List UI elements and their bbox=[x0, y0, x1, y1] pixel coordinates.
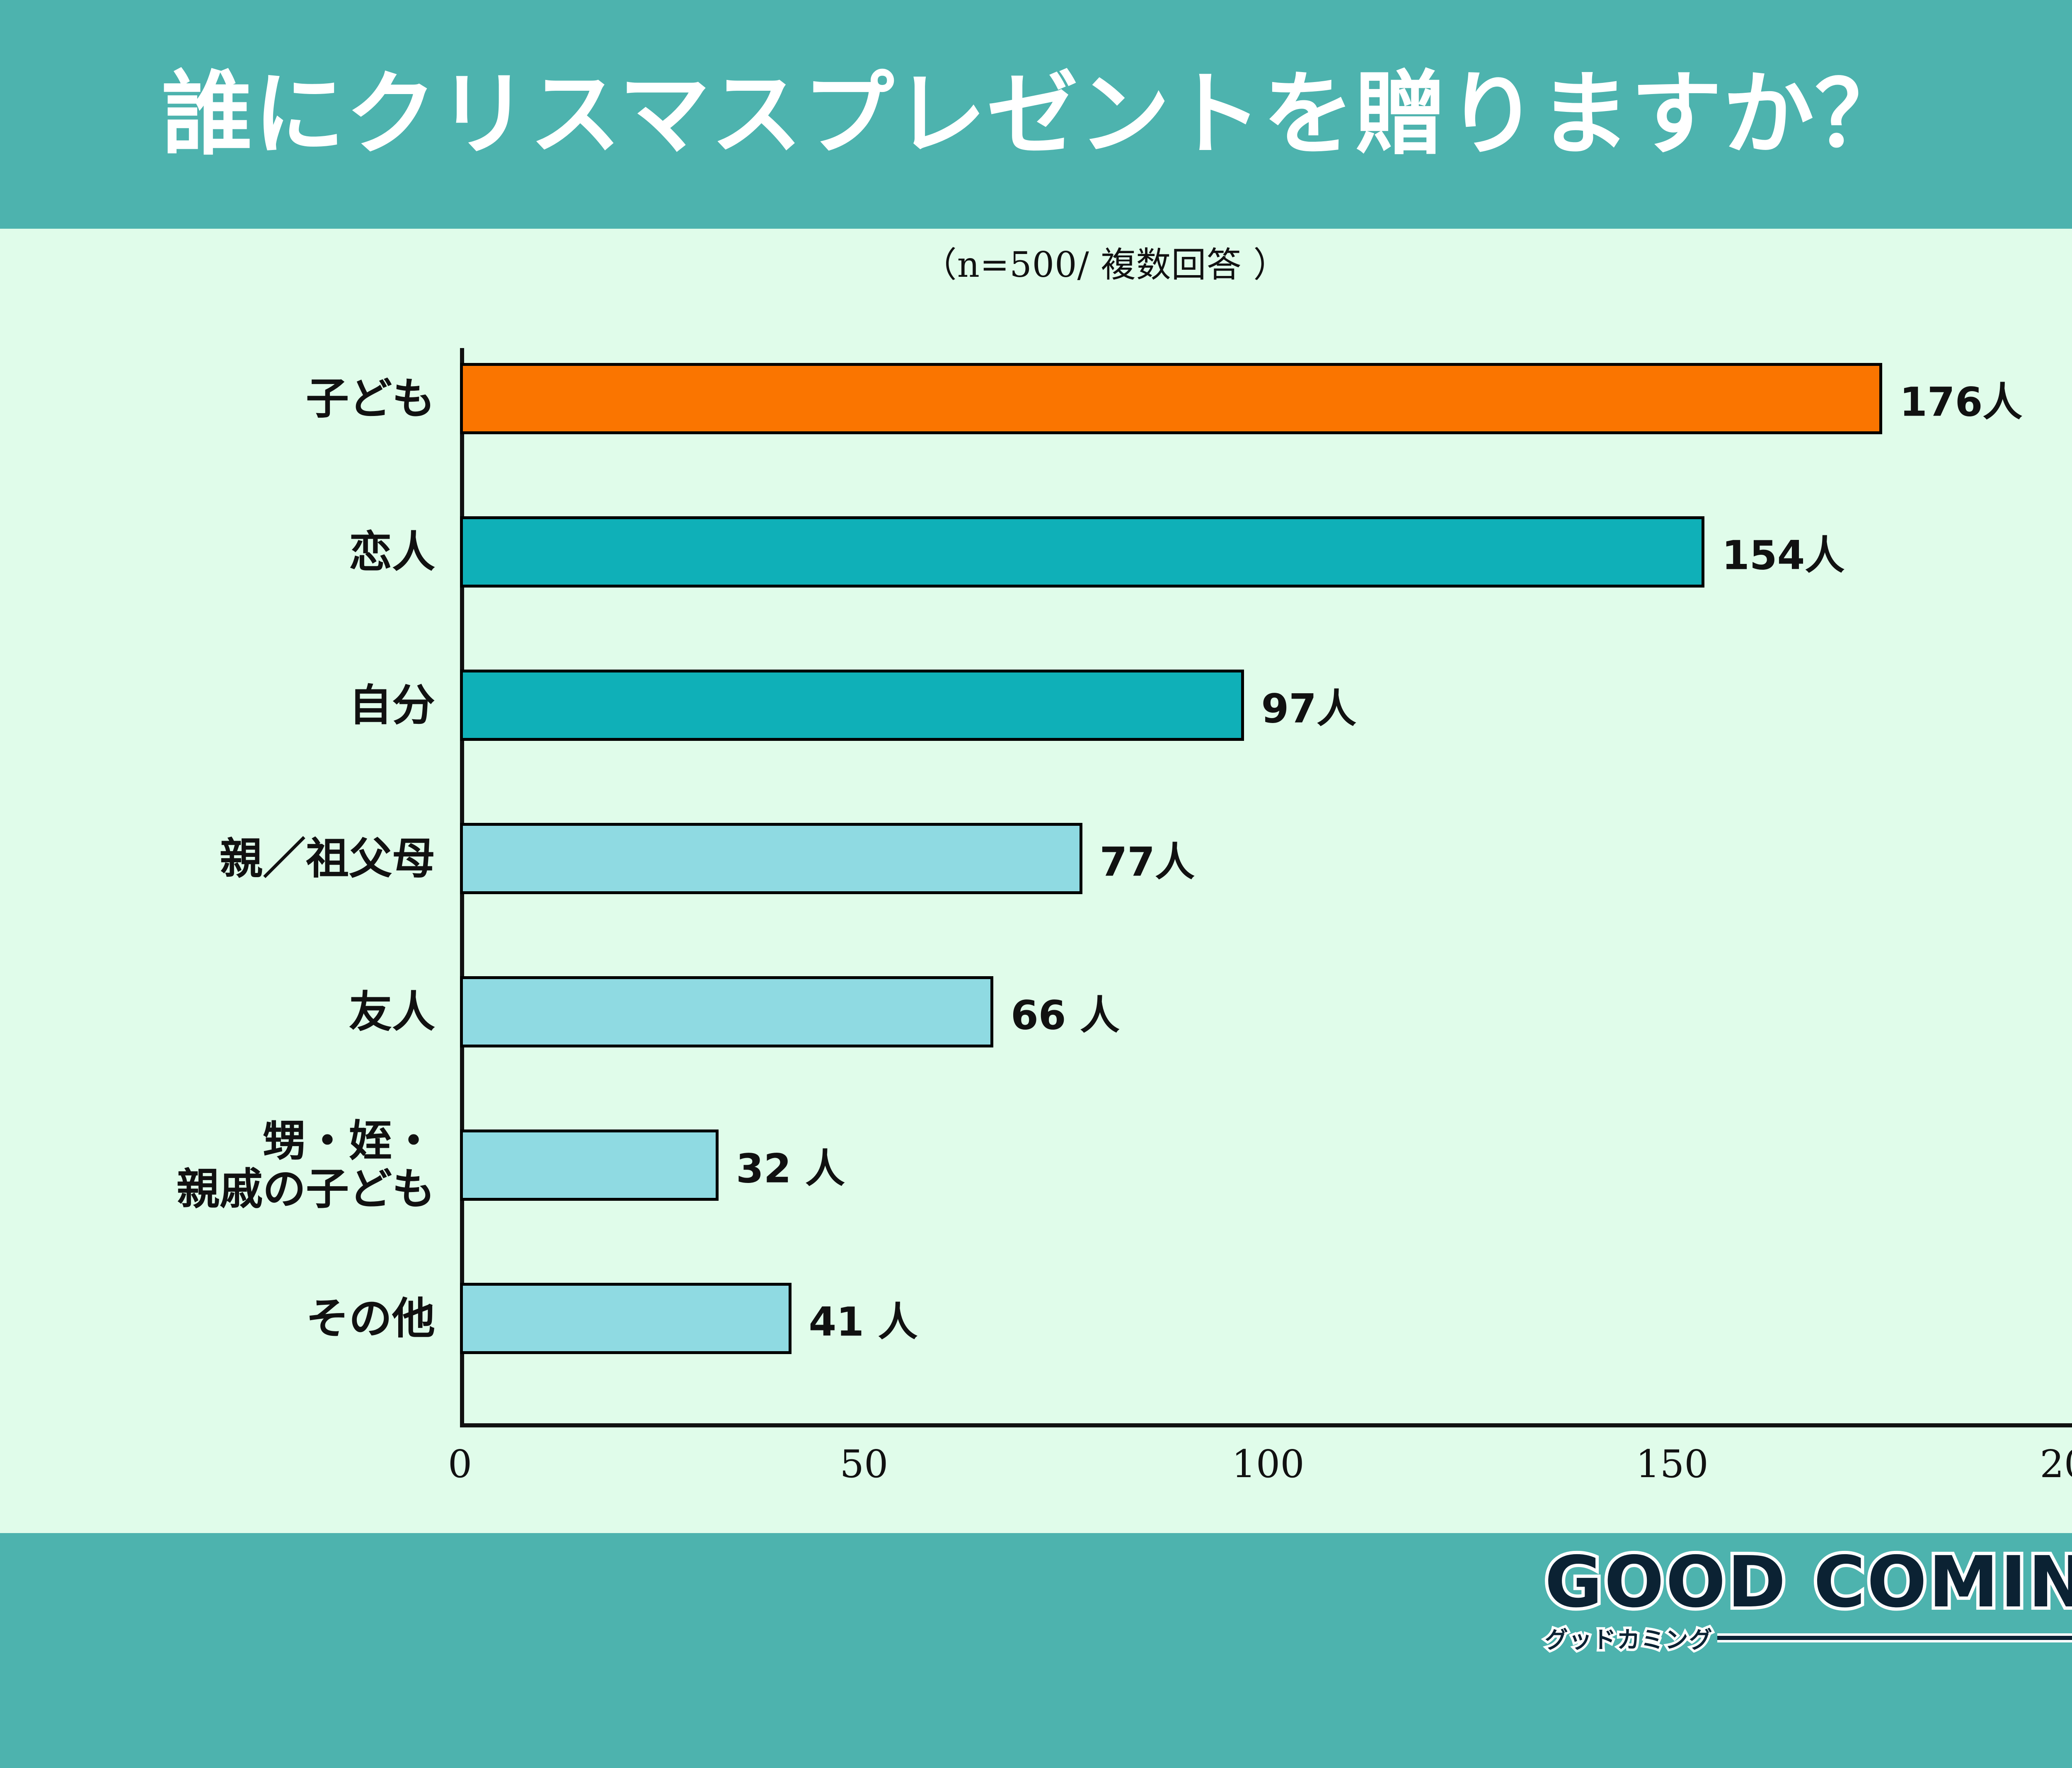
bar[interactable] bbox=[460, 823, 1082, 894]
bar-value-label: 41 人 bbox=[808, 1299, 918, 1345]
x-tick-label: 100 bbox=[1232, 1442, 1305, 1486]
logo-rule bbox=[1717, 1633, 2072, 1642]
bar-row: 154人 恋人 bbox=[349, 516, 2072, 588]
x-tick-label: 150 bbox=[1636, 1442, 1709, 1486]
category-label: その他 bbox=[305, 1293, 435, 1344]
bar-chart: 176人 子ども 154人 恋人 97人 自分 77人 親／祖父母 66 人 友人 32 人 甥・姪・… bbox=[0, 323, 2072, 1525]
bar[interactable] bbox=[460, 363, 1882, 434]
bar-row: 32 人 甥・姪・ 親戚の子ども bbox=[177, 1117, 2072, 1213]
bar[interactable] bbox=[460, 1283, 792, 1354]
bar-value-label: 66 人 bbox=[1011, 992, 1120, 1039]
category-label: 甥・姪・ 親戚の子ども bbox=[176, 1115, 435, 1214]
bar-row: 97人 自分 bbox=[349, 670, 2072, 741]
bar[interactable] bbox=[460, 670, 1244, 741]
bar-value-label: 97人 bbox=[1261, 685, 1357, 732]
x-tick-label: 0 bbox=[448, 1442, 472, 1486]
bar-value-label: 176人 bbox=[1900, 379, 2023, 426]
bar[interactable] bbox=[460, 1129, 719, 1201]
bar-row: 41 人 その他 bbox=[306, 1283, 2072, 1354]
bar-value-label: 154人 bbox=[1722, 532, 1845, 579]
bar[interactable] bbox=[460, 516, 1704, 588]
category-label: 恋人 bbox=[349, 526, 435, 577]
page-title: 誰にクリスマスプレゼントを贈りますか？ bbox=[162, 61, 1907, 167]
x-tick-label: 50 bbox=[840, 1442, 888, 1486]
bar-row: 176人 子ども bbox=[306, 363, 2072, 434]
footer-band: GOOD COMING グッドカミング bbox=[0, 1533, 2072, 1768]
category-label: 親／祖父母 bbox=[219, 833, 435, 884]
bar[interactable] bbox=[460, 976, 993, 1047]
brand-logo: GOOD COMING グッドカミング bbox=[1542, 1541, 2072, 1656]
bar-row: 66 人 友人 bbox=[349, 976, 2072, 1047]
category-label: 自分 bbox=[349, 680, 435, 730]
bar-value-label: 32 人 bbox=[736, 1145, 845, 1192]
bar-row: 77人 親／祖父母 bbox=[220, 823, 2072, 894]
logo-katakana: グッドカミング bbox=[1542, 1624, 1715, 1656]
bar-value-label: 77人 bbox=[1099, 839, 1195, 885]
x-tick-label: 200 bbox=[2040, 1442, 2072, 1486]
logo-subline: グッドカミング bbox=[1542, 1621, 2072, 1656]
sample-size-note: （n=500/ 複数回答 ） bbox=[922, 244, 1289, 285]
logo-wordmark: GOOD COMING bbox=[1542, 1541, 2072, 1623]
category-label: 友人 bbox=[349, 986, 435, 1037]
x-axis-line bbox=[460, 1423, 2072, 1427]
header-band: 誰にクリスマスプレゼントを贈りますか？ bbox=[0, 0, 2072, 229]
category-label: 子ども bbox=[305, 373, 435, 424]
